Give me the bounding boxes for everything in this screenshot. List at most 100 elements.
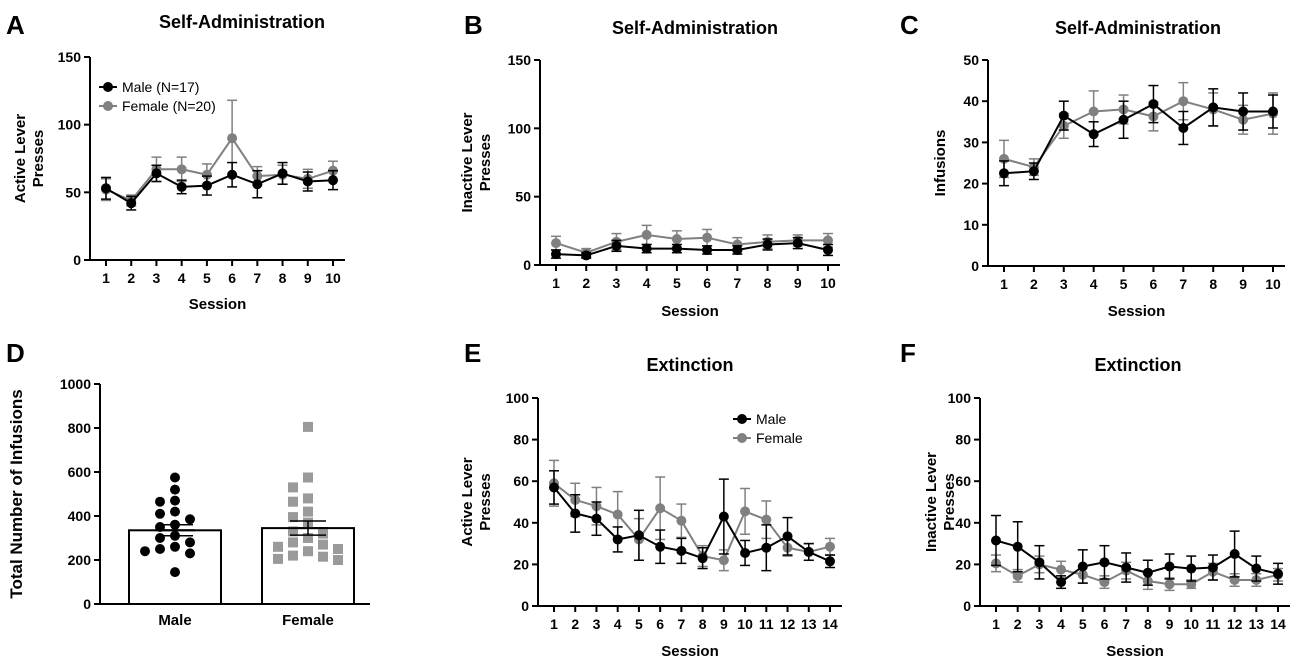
x-tick-label: 3 bbox=[153, 270, 161, 286]
data-point bbox=[581, 250, 592, 261]
data-point bbox=[1099, 557, 1110, 568]
x-tick-label: 10 bbox=[737, 616, 753, 632]
y-tick-label: 40 bbox=[955, 515, 971, 531]
x-tick-label: 9 bbox=[304, 270, 312, 286]
series-male bbox=[999, 84, 1278, 187]
data-point bbox=[1088, 129, 1099, 140]
data-point bbox=[176, 181, 187, 192]
y-tick-label: 80 bbox=[955, 432, 971, 448]
data-point bbox=[170, 472, 180, 483]
series-male bbox=[549, 470, 835, 572]
x-tick-label: 1 bbox=[1000, 276, 1008, 292]
data-point bbox=[641, 229, 652, 240]
x-tick-label: 3 bbox=[1060, 276, 1068, 292]
x-tick-label: 11 bbox=[1206, 616, 1221, 632]
legend-label: Female (N=20) bbox=[122, 98, 216, 114]
data-point bbox=[740, 506, 751, 517]
y-tick-label: 100 bbox=[58, 117, 82, 133]
x-tick-label: 6 bbox=[656, 616, 664, 632]
legend-swatch bbox=[103, 101, 113, 111]
y-axis-label: Inactive Lever bbox=[459, 112, 476, 212]
x-tick-label: 11 bbox=[759, 616, 774, 632]
data-point bbox=[303, 472, 313, 483]
x-tick-label: 2 bbox=[582, 275, 590, 291]
chart-title: Extinction bbox=[1094, 355, 1181, 375]
y-tick-label: 0 bbox=[963, 598, 971, 614]
panel-letter: A bbox=[6, 10, 25, 40]
x-tick-label: 2 bbox=[571, 616, 579, 632]
data-point bbox=[201, 180, 212, 191]
data-point bbox=[671, 243, 682, 254]
series-male bbox=[101, 161, 338, 211]
data-point bbox=[227, 169, 238, 180]
data-point bbox=[761, 542, 772, 553]
data-point bbox=[551, 249, 561, 260]
data-point bbox=[1268, 106, 1278, 117]
data-point bbox=[1012, 541, 1023, 552]
data-point bbox=[655, 541, 666, 552]
y-tick-label: 20 bbox=[513, 556, 529, 572]
data-point bbox=[1178, 122, 1189, 133]
data-point bbox=[676, 545, 687, 556]
data-point bbox=[155, 496, 165, 507]
panel-letter: E bbox=[464, 338, 481, 368]
y-tick-label: 0 bbox=[83, 596, 91, 612]
x-axis-label: Session bbox=[1108, 303, 1166, 320]
data-point bbox=[1186, 563, 1197, 574]
data-point bbox=[825, 541, 835, 552]
data-point bbox=[591, 513, 602, 524]
y-axis-label: Presses bbox=[477, 473, 494, 531]
y-axis-label: Total Number of Infusions bbox=[7, 389, 26, 598]
x-tick-label: 7 bbox=[677, 616, 685, 632]
data-point bbox=[1028, 166, 1039, 177]
data-point bbox=[702, 244, 713, 255]
x-tick-label: 5 bbox=[673, 275, 681, 291]
x-axis-label: Session bbox=[1106, 643, 1164, 660]
data-point bbox=[155, 544, 165, 554]
y-tick-label: 60 bbox=[955, 473, 971, 489]
data-point bbox=[570, 508, 581, 519]
x-tick-label: 1 bbox=[992, 616, 1000, 632]
data-point bbox=[288, 512, 298, 523]
data-point bbox=[318, 539, 328, 550]
series-line-male bbox=[1003, 102, 1273, 175]
y-tick-label: 60 bbox=[513, 473, 529, 489]
data-point bbox=[641, 243, 652, 254]
data-point bbox=[185, 548, 195, 559]
y-tick-label: 0 bbox=[521, 598, 529, 614]
y-tick-label: 400 bbox=[68, 508, 92, 524]
x-tick-label: 10 bbox=[1183, 616, 1199, 632]
x-tick-label: 4 bbox=[614, 616, 622, 632]
y-tick-label: 20 bbox=[955, 556, 971, 572]
y-axis-label: Active Lever bbox=[459, 457, 476, 546]
y-tick-label: 100 bbox=[948, 390, 972, 406]
data-point bbox=[288, 526, 298, 537]
x-tick-label: 13 bbox=[1249, 616, 1265, 632]
y-axis-label: Active Lever bbox=[12, 114, 29, 203]
x-tick-label: 2 bbox=[1030, 276, 1038, 292]
data-point bbox=[185, 537, 195, 548]
y-tick-label: 40 bbox=[963, 93, 979, 109]
data-point bbox=[1121, 562, 1132, 573]
x-tick-label: 10 bbox=[1265, 276, 1281, 292]
y-tick-label: 50 bbox=[963, 52, 979, 68]
legend-swatch bbox=[737, 433, 747, 443]
data-point bbox=[612, 534, 623, 545]
data-point bbox=[273, 541, 283, 552]
data-point bbox=[782, 531, 793, 542]
data-point bbox=[1229, 549, 1240, 559]
x-tick-label: 9 bbox=[1166, 616, 1174, 632]
data-point bbox=[991, 535, 1001, 546]
chart-title: Self-Administration bbox=[1055, 18, 1221, 38]
x-tick-label: 6 bbox=[1101, 616, 1109, 632]
data-point bbox=[302, 176, 313, 187]
data-point bbox=[318, 528, 328, 539]
data-point bbox=[333, 544, 343, 554]
x-tick-label: 5 bbox=[635, 616, 643, 632]
data-point bbox=[740, 547, 751, 558]
data-point bbox=[170, 484, 180, 495]
data-point bbox=[1164, 579, 1175, 590]
series-line-female bbox=[105, 136, 334, 202]
panel-b: B Self-Administration 0 50 100 150 1 2 3 4 5 6 7 8 9 10… bbox=[459, 10, 840, 320]
